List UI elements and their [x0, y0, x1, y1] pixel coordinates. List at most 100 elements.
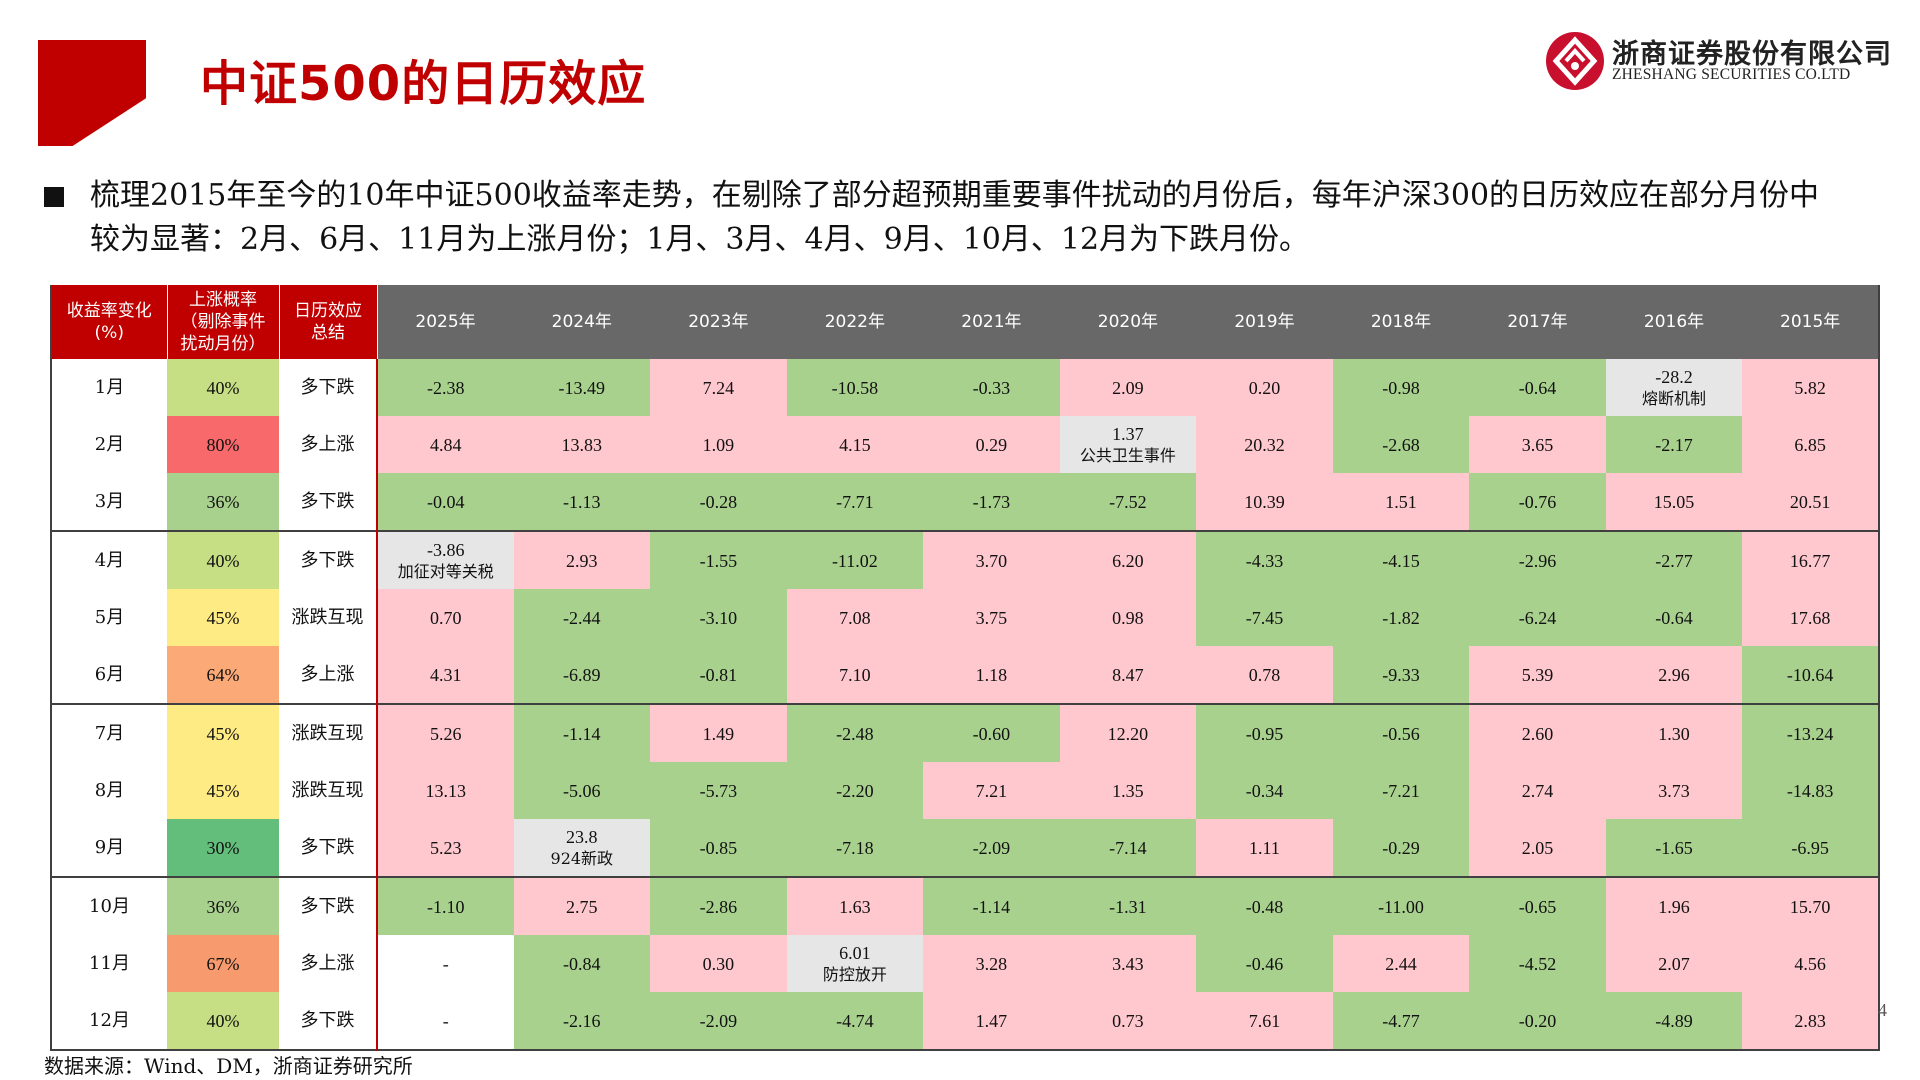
- return-value-cell: 0.98: [1059, 589, 1197, 646]
- calendar-summary-cell: 多下跌: [279, 473, 378, 531]
- return-value-cell: 8.47: [1059, 646, 1197, 704]
- return-value: -3.86: [427, 539, 465, 560]
- header-year: 2025年: [377, 285, 514, 359]
- return-value: 0.98: [1112, 607, 1144, 628]
- return-value-cell: 16.77: [1742, 530, 1879, 589]
- calendar-summary-cell: 多下跌: [279, 530, 378, 589]
- header-year: 2018年: [1332, 285, 1470, 359]
- return-value: 2.93: [566, 550, 598, 571]
- return-value: -10.64: [1786, 664, 1834, 685]
- return-value: -7.18: [836, 837, 874, 858]
- return-value-cell: 1.11: [1196, 819, 1333, 877]
- return-value-cell: -7.18: [786, 819, 924, 877]
- return-value: -1.13: [563, 491, 601, 512]
- return-value: 5.26: [430, 723, 462, 744]
- return-value-cell: -11.02: [786, 530, 924, 589]
- return-value-cell: 1.51: [1332, 473, 1470, 531]
- return-value: 17.68: [1789, 607, 1831, 628]
- return-value-cell: 3.43: [1059, 935, 1197, 992]
- return-value: 13.13: [425, 780, 467, 801]
- return-value: -7.45: [1245, 607, 1284, 628]
- return-value: 2.74: [1521, 780, 1554, 801]
- summary-paragraph: 梳理2015年至今的10年中证500收益率走势，在剔除了部分超预期重要事件扰动的…: [44, 174, 1844, 262]
- return-value: -0.85: [699, 837, 738, 858]
- return-value-cell: 5.82: [1742, 359, 1879, 416]
- return-value: 1.11: [1249, 837, 1280, 858]
- return-value-cell: 2.60: [1469, 703, 1606, 762]
- return-value-cell: -10.58: [786, 359, 924, 416]
- return-value-cell: 0.30: [650, 935, 787, 992]
- return-value: 7.21: [975, 780, 1008, 801]
- company-logo: 浙商证券股份有限公司 ZHESHANG SECURITIES CO.LTD: [1546, 32, 1891, 92]
- return-value: 5.39: [1521, 664, 1554, 685]
- return-value-cell: 1.49: [650, 703, 787, 762]
- return-value-cell: 2.75: [513, 876, 651, 935]
- return-value: -7.71: [836, 491, 874, 512]
- up-probability-cell: 36%: [167, 876, 279, 935]
- return-value: -4.74: [836, 1010, 874, 1031]
- return-value: -2.44: [563, 607, 601, 628]
- return-value: -2.48: [836, 723, 874, 744]
- return-value-cell: -7.45: [1196, 589, 1333, 646]
- return-value-cell: 4.31: [377, 646, 514, 704]
- table-row: 10月 36% 多下跌 -1.10 2.75 -2.86 1.63 -1.14 -1.31 -0.…: [51, 876, 1879, 935]
- return-value-cell: -3.86 加征对等关税: [377, 530, 514, 589]
- return-value: -4.89: [1655, 1010, 1693, 1031]
- return-value-cell: 1.37 公共卫生事件: [1059, 416, 1197, 473]
- return-value-cell: 5.39: [1469, 646, 1606, 704]
- table-row: 11月 67% 多上涨 - -0.84 0.30 6.01 防控放开 3.28 3.43 -0.46…: [51, 935, 1879, 992]
- return-value: -7.52: [1109, 491, 1147, 512]
- return-value-cell: -: [377, 935, 514, 992]
- return-value-cell: -0.20: [1469, 992, 1606, 1050]
- return-value-cell: -0.64: [1469, 359, 1606, 416]
- return-value: 3.75: [975, 607, 1008, 628]
- table-row: 2月 80% 多上涨 4.84 13.83 1.09 4.15 0.29 1.37 公共卫生事件 2…: [51, 416, 1879, 473]
- return-value: -28.2: [1655, 366, 1693, 387]
- return-value-cell: -1.13: [513, 473, 651, 531]
- return-value: -1.82: [1382, 607, 1420, 628]
- return-value-cell: -0.95: [1196, 703, 1333, 762]
- calendar-summary-cell: 涨跌互现: [279, 589, 378, 646]
- return-value-cell: -2.17: [1605, 416, 1743, 473]
- month-cell: 11月: [51, 935, 167, 992]
- return-value-cell: -2.20: [786, 762, 924, 819]
- return-value-cell: -10.64: [1742, 646, 1879, 704]
- return-value-cell: -4.74: [786, 992, 924, 1050]
- return-value-cell: -0.76: [1469, 473, 1606, 531]
- return-value: 1.18: [975, 664, 1008, 685]
- return-value-cell: 0.73: [1059, 992, 1197, 1050]
- return-value: 0.70: [430, 607, 462, 628]
- return-value: -2.09: [699, 1010, 738, 1031]
- return-value: -1.31: [1109, 896, 1147, 917]
- return-value-cell: -1.10: [377, 876, 514, 935]
- return-value-cell: -1.73: [923, 473, 1060, 531]
- return-value: 4.15: [839, 434, 871, 455]
- page-title: 中证500的日历效应: [200, 56, 647, 112]
- table-body: 1月 40% 多下跌 -2.38 -13.49 7.24 -10.58 -0.33 2.09 0.…: [51, 359, 1879, 1050]
- return-value-cell: 7.10: [786, 646, 924, 704]
- return-value-cell: -2.38: [377, 359, 514, 416]
- return-value-cell: -2.96: [1469, 530, 1606, 589]
- return-value: -1.14: [563, 723, 601, 744]
- up-probability-cell: 64%: [167, 646, 279, 704]
- return-value: -0.20: [1518, 1010, 1557, 1031]
- header-year: 2019年: [1196, 285, 1333, 359]
- return-value: 1.49: [702, 723, 735, 744]
- return-value-cell: -4.15: [1332, 530, 1470, 589]
- return-value: 1.09: [702, 434, 735, 455]
- month-cell: 10月: [51, 876, 167, 935]
- page-number: 4: [1878, 1000, 1887, 1020]
- return-value-cell: -2.09: [650, 992, 787, 1050]
- return-value-cell: 2.83: [1742, 992, 1879, 1050]
- month-cell: 8月: [51, 762, 167, 819]
- month-cell: 7月: [51, 703, 167, 762]
- up-probability-cell: 80%: [167, 416, 279, 473]
- return-value-cell: -0.48: [1196, 876, 1333, 935]
- return-value: -14.83: [1786, 780, 1834, 801]
- return-value-cell: 5.26: [377, 703, 514, 762]
- table-row: 9月 30% 多下跌 5.23 23.8 924新政 -0.85 -7.18 -2.09 -7.1…: [51, 819, 1879, 877]
- company-name-en: ZHESHANG SECURITIES CO.LTD: [1612, 66, 1851, 83]
- return-value-cell: 23.8 924新政: [513, 819, 651, 877]
- return-value-cell: -2.68: [1332, 416, 1470, 473]
- return-value: -7.21: [1382, 780, 1420, 801]
